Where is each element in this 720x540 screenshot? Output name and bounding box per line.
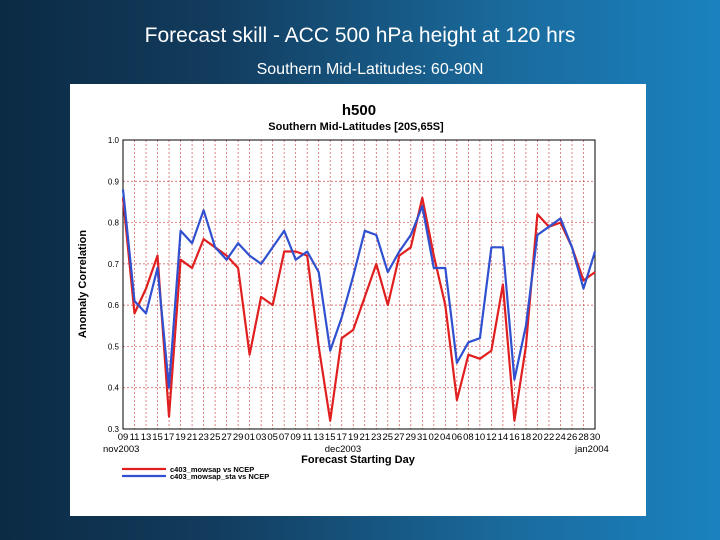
series-line-1 xyxy=(121,196,596,422)
x-tick-label: 26 xyxy=(567,432,578,443)
x-tick-label: 20 xyxy=(532,432,543,443)
grid xyxy=(122,139,596,430)
x-tick-label: 15 xyxy=(152,432,163,443)
slide-title: Forecast skill - ACC 500 hPa height at 1… xyxy=(144,24,576,47)
legend-label: c403_mowsap_sta vs NCEP xyxy=(170,472,269,481)
x-tick-label: 29 xyxy=(233,432,244,443)
x-tick-label: 09 xyxy=(118,432,129,443)
x-tick-label: 22 xyxy=(544,432,555,443)
x-tick-label: 23 xyxy=(371,432,382,443)
y-tick-label: 0.5 xyxy=(108,342,120,351)
y-tick-label: 0.4 xyxy=(108,384,120,393)
y-tick-label: 0.6 xyxy=(108,301,120,310)
x-tick-label: 29 xyxy=(406,432,417,443)
x-tick-label: 13 xyxy=(313,432,324,443)
month-label: dec2003 xyxy=(325,444,361,455)
x-axis: 09 11 13 15 17 19 21 23 25 27 29 01 03 05 07 09 11 13 15 17… xyxy=(118,432,601,443)
slide-subtitle: Southern Mid-Latitudes: 60-90N xyxy=(256,61,484,78)
x-tick-label: 21 xyxy=(187,432,198,443)
x-tick-label: 03 xyxy=(256,432,267,443)
x-tick-label: 11 xyxy=(130,432,140,443)
y-tick-label: 0.8 xyxy=(108,219,120,228)
x-tick-label: 09 xyxy=(290,432,301,443)
chart: h500 Southern Mid-Latitudes [20S,65S] 0.… xyxy=(77,102,609,481)
series xyxy=(121,189,597,422)
x-tick-label: 25 xyxy=(210,432,221,443)
x-tick-label: 14 xyxy=(498,432,509,443)
x-tick-label: 10 xyxy=(475,432,486,443)
x-tick-label: 01 xyxy=(244,432,255,443)
y-axis: 0.3 0.4 0.5 0.6 0.7 0.8 0.9 1.0 xyxy=(108,136,120,434)
x-tick-label: 16 xyxy=(509,432,520,443)
x-tick-label: 18 xyxy=(521,432,532,443)
x-tick-label: 23 xyxy=(198,432,209,443)
x-tick-label: 02 xyxy=(429,432,440,443)
x-tick-label: 08 xyxy=(463,432,474,443)
x-tick-label: 11 xyxy=(302,432,312,443)
x-tick-label: 19 xyxy=(175,432,186,443)
chart-title: h500 xyxy=(342,102,376,119)
x-tick-label: 06 xyxy=(452,432,463,443)
y-axis-label: Anomaly Correlation xyxy=(77,230,89,338)
x-tick-label: 27 xyxy=(221,432,232,443)
x-tick-label: 25 xyxy=(382,432,393,443)
x-tick-label: 07 xyxy=(279,432,290,443)
x-tick-label: 24 xyxy=(555,432,566,443)
legend-label: c403_mowsap vs NCEP xyxy=(170,465,254,474)
x-tick-label: 19 xyxy=(348,432,359,443)
x-tick-label: 30 xyxy=(590,432,601,443)
month-label: nov2003 xyxy=(103,444,139,455)
x-tick-label: 05 xyxy=(267,432,278,443)
x-tick-label: 28 xyxy=(578,432,589,443)
y-tick-label: 0.7 xyxy=(108,260,120,269)
x-tick-label: 13 xyxy=(141,432,152,443)
x-axis-label: Forecast Starting Day xyxy=(301,454,416,466)
month-labels: nov2003 dec2003 jan2004 xyxy=(103,444,609,455)
x-tick-label: 21 xyxy=(359,432,370,443)
chart-panel: h500 Southern Mid-Latitudes [20S,65S] 0.… xyxy=(70,84,646,516)
month-label: jan2004 xyxy=(574,444,609,455)
x-tick-label: 12 xyxy=(486,432,497,443)
x-tick-label: 31 xyxy=(417,432,428,443)
y-tick-label: 1.0 xyxy=(108,136,120,145)
series-line-2 xyxy=(121,189,597,389)
x-tick-label: 17 xyxy=(164,432,175,443)
x-tick-label: 27 xyxy=(394,432,405,443)
x-tick-label: 17 xyxy=(336,432,347,443)
chart-subtitle: Southern Mid-Latitudes [20S,65S] xyxy=(268,121,444,133)
x-tick-label: 15 xyxy=(325,432,336,443)
y-tick-label: 0.3 xyxy=(108,425,120,434)
plot-frame xyxy=(122,139,596,430)
y-tick-label: 0.9 xyxy=(108,177,120,186)
x-tick-label: 04 xyxy=(440,432,451,443)
